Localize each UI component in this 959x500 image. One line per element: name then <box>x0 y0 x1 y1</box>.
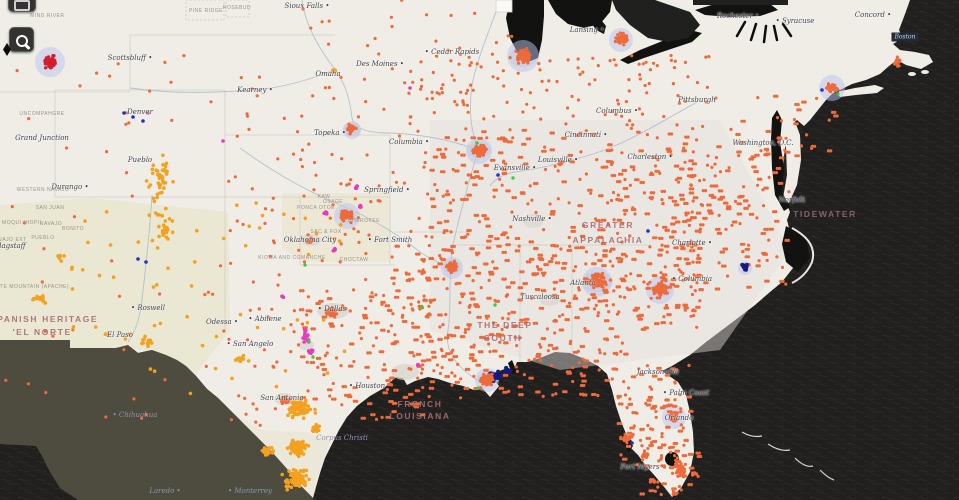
chesapeake-bay <box>771 110 790 211</box>
mobile-bay <box>508 360 517 374</box>
dot-layer-wind-river-red <box>43 54 57 70</box>
long-island <box>836 85 884 97</box>
dot-layer-midwest <box>430 53 718 132</box>
island <box>921 70 929 74</box>
outer-banks <box>791 227 814 284</box>
dot-layer-city-clusters <box>280 31 902 479</box>
dot-layer-hispanic-gold <box>31 68 347 492</box>
finger-lakes <box>735 20 793 44</box>
tint-el-norte <box>0 198 230 374</box>
dot-layer-green <box>303 92 840 390</box>
state-borders <box>0 34 650 362</box>
search-icon <box>15 34 28 47</box>
search-button[interactable] <box>9 27 34 52</box>
bahamas <box>741 431 835 481</box>
collapsed-top-button[interactable] <box>8 0 36 12</box>
delmarva-peninsula <box>780 112 801 203</box>
dot-layer-plains <box>299 0 514 302</box>
reservation-boxes <box>185 0 250 21</box>
compass-needle-icon <box>3 43 11 56</box>
pamlico-sound <box>782 226 810 272</box>
map-label-box <box>495 0 513 13</box>
canada <box>612 0 788 42</box>
panel-icon <box>14 0 30 11</box>
us-landmass <box>0 0 933 498</box>
island <box>908 72 916 76</box>
dot-layer-west-sparse <box>4 54 301 427</box>
data-dots <box>4 0 902 497</box>
mexico <box>0 340 313 500</box>
